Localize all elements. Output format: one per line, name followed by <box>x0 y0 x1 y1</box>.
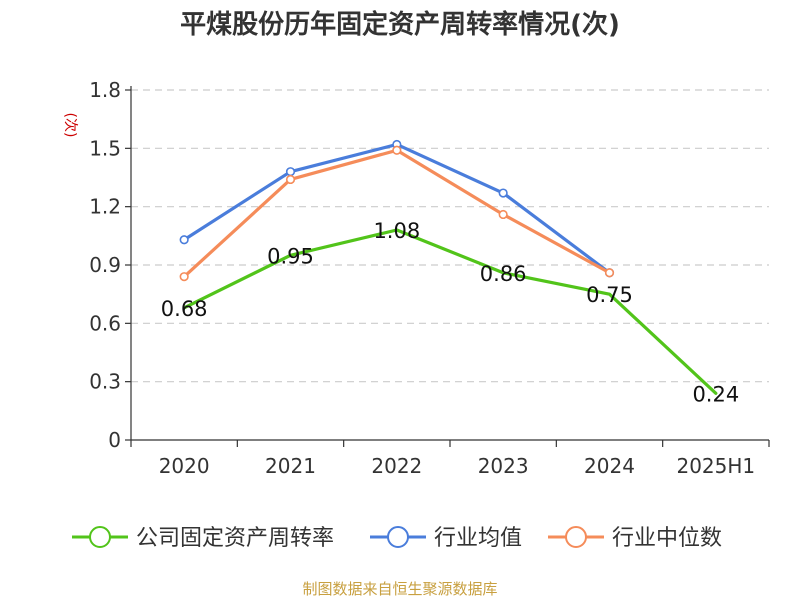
y-tick-label: 1.5 <box>89 136 121 160</box>
grid-lines <box>131 89 769 383</box>
data-point <box>498 188 508 198</box>
series-1 <box>179 139 615 278</box>
series-line <box>182 228 718 395</box>
legend-label: 行业均值 <box>434 526 522 551</box>
data-label: 0.68 <box>161 297 208 321</box>
data-label: 0.24 <box>692 382 739 406</box>
legend-item: 行业中位数 <box>548 526 722 551</box>
y-axis-unit: (次) <box>62 113 78 138</box>
x-tick-label: 2020 <box>159 454 210 478</box>
series-lines <box>179 139 718 395</box>
legend-marker <box>387 526 409 548</box>
legend-label: 行业中位数 <box>612 526 722 551</box>
chart-title: 平煤股份历年固定资产周转率情况(次) <box>180 9 620 40</box>
x-tick-label: 2025H1 <box>676 454 755 478</box>
x-tick-label: 2024 <box>584 454 635 478</box>
data-point <box>285 174 296 185</box>
data-label: 0.75 <box>586 283 633 307</box>
legend-marker <box>565 526 587 548</box>
legend: 公司固定资产周转率 行业均值 行业中位数 <box>72 526 722 551</box>
y-tick-label: 0.3 <box>89 370 121 394</box>
y-tick-label: 1.8 <box>89 78 121 102</box>
data-point <box>179 272 189 282</box>
data-label: 0.86 <box>480 262 527 286</box>
data-labels: 0.68 0.95 1.08 0.86 0.75 0.24 <box>161 219 739 406</box>
series-line <box>182 142 612 275</box>
data-point <box>392 145 402 155</box>
x-tick-label: 2023 <box>478 454 529 478</box>
legend-item: 公司固定资产周转率 <box>72 526 334 551</box>
series-line <box>182 148 612 279</box>
data-point <box>179 235 189 245</box>
source-note: 制图数据来自恒生聚源数据库 <box>302 580 497 598</box>
data-point <box>498 209 508 220</box>
legend-marker <box>89 526 111 548</box>
y-tick-label: 0.9 <box>89 253 121 277</box>
legend-item: 行业均值 <box>370 526 522 551</box>
series-2 <box>179 145 615 282</box>
data-label: 0.95 <box>267 244 314 268</box>
data-point <box>285 167 296 177</box>
y-tick-label: 0.6 <box>89 311 121 335</box>
x-tick-label: 2021 <box>265 454 316 478</box>
legend-label: 公司固定资产周转率 <box>136 526 334 551</box>
x-tick-label: 2022 <box>371 454 422 478</box>
data-label: 1.08 <box>373 219 420 243</box>
y-tick-label: 1.2 <box>89 195 121 219</box>
data-point <box>604 268 615 278</box>
y-tick-label: 0 <box>108 428 121 452</box>
axes: 0 0.3 0.6 0.9 1.2 1.5 1.8 2020 2021 2022 2023 2024 2… <box>89 78 770 478</box>
series-0 <box>182 228 718 395</box>
